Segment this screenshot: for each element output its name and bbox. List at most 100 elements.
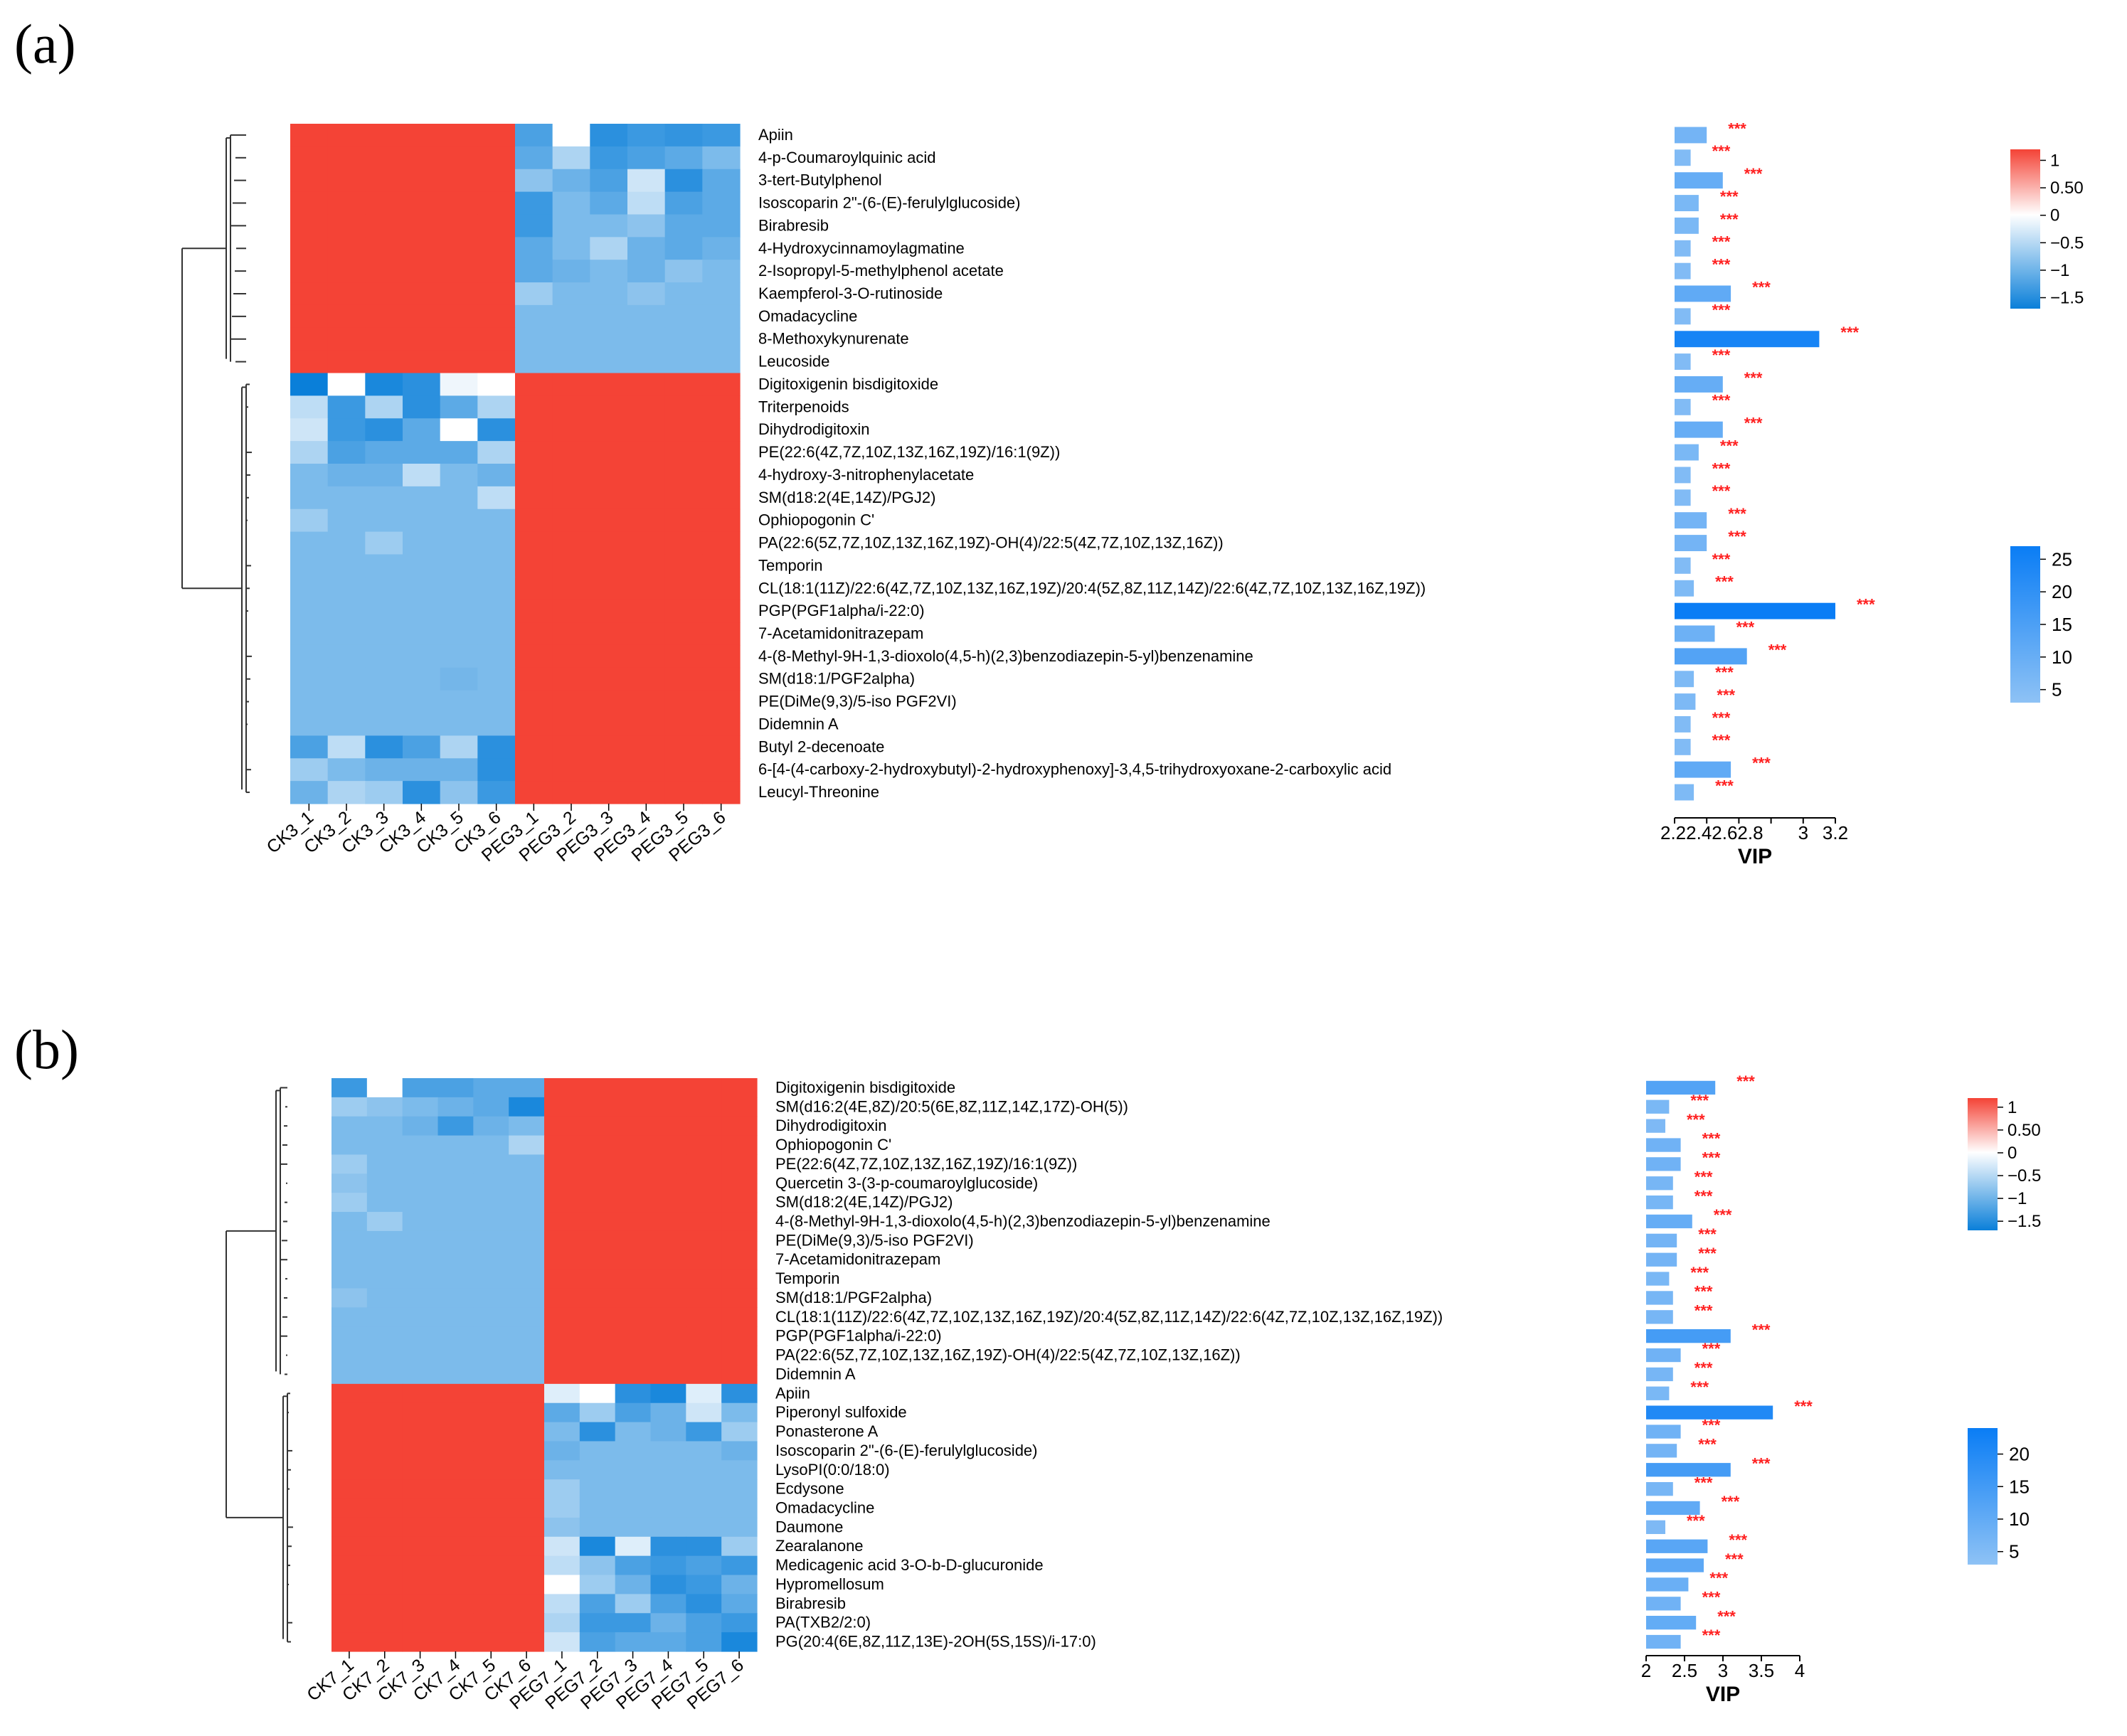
heatmap-cell: [403, 350, 441, 374]
heatmap-cell: [366, 1135, 403, 1156]
heatmap-cell: [331, 1154, 368, 1174]
heatmap-cell: [579, 1212, 616, 1232]
metabolite-label: 4-p-Coumaroylquinic acid: [758, 149, 935, 166]
heatmap-cell: [686, 1078, 722, 1098]
heatmap-cell: [403, 214, 441, 238]
vip-bars: [1675, 127, 1835, 801]
heatmap-cell: [650, 1269, 686, 1289]
heatmap-cell: [403, 418, 441, 442]
heatmap-cell: [579, 1536, 616, 1557]
heatmap-cell: [615, 1422, 652, 1442]
heatmap-cell: [366, 1575, 403, 1594]
heatmap-cell: [721, 1097, 758, 1117]
heatmap-cell: [509, 1097, 545, 1117]
heatmap-cell: [686, 1402, 722, 1423]
vip-bar: [1675, 557, 1691, 574]
heatmap-cell: [579, 1498, 616, 1518]
heatmap-cell: [402, 1460, 439, 1480]
heatmap-cell: [590, 713, 628, 736]
heatmap-cell: [327, 124, 366, 147]
heatmap-cell: [366, 1173, 403, 1193]
metabolite-label: Triterpenoids: [758, 398, 849, 415]
heatmap-cell: [686, 1250, 722, 1270]
significance-mark: ***: [1694, 1359, 1713, 1377]
heatmap-cell: [402, 1422, 439, 1442]
heatmap-cell: [552, 667, 590, 691]
heatmap-cell: [440, 191, 478, 215]
metabolite-label: Butyl 2-decenoate: [758, 737, 884, 755]
heatmap-cell: [437, 1212, 474, 1232]
heatmap-cell: [477, 214, 516, 238]
heatmap-cell: [702, 622, 741, 646]
heatmap-cell: [509, 1383, 545, 1404]
heatmap-cell: [686, 1422, 722, 1442]
heatmap-cell: [290, 260, 329, 283]
heatmap-cell: [702, 304, 741, 329]
vip-bar: [1675, 172, 1723, 189]
heatmap-cell: [509, 1613, 545, 1633]
significance-mark: ***: [1715, 664, 1734, 681]
heatmap-cell: [615, 1116, 652, 1136]
heatmap-cell: [473, 1555, 509, 1576]
vip-axis-tick-label: 2: [1641, 1660, 1651, 1681]
row-dendrogram: [181, 134, 252, 794]
heatmap-cell: [552, 644, 590, 669]
heatmap-cell: [590, 260, 628, 283]
heatmap-cell: [615, 1613, 652, 1633]
heatmap-cell: [702, 124, 741, 147]
heat-colorbar-label: −0.5: [2007, 1166, 2041, 1186]
significance-mark: ***: [1714, 1206, 1732, 1224]
heatmap-cell: [290, 600, 329, 623]
heatmap-cell: [579, 1575, 616, 1594]
vip-bar: [1646, 1558, 1704, 1572]
heatmap-cell: [473, 1078, 509, 1098]
heatmap-cell: [579, 1288, 616, 1308]
heatmap-cell: [650, 1383, 686, 1404]
heatmap-cell: [509, 1517, 545, 1538]
heatmap-cell: [327, 373, 366, 396]
panel-a: (a) Apiin 4-p-Coumaroylquinic acid 3-tert-B…: [14, 13, 2084, 868]
heatmap-cell: [366, 1536, 403, 1557]
heatmap-cell: [402, 1212, 439, 1232]
heatmap-cell: [544, 1078, 580, 1098]
heatmap-cell: [664, 282, 703, 306]
heatmap-cell: [664, 622, 703, 646]
heatmap-cell: [552, 486, 590, 510]
significance-mark: ***: [1687, 1512, 1705, 1530]
heatmap-cell: [365, 577, 403, 600]
vip-axis-tick-label: 3.5: [1749, 1660, 1774, 1681]
heatmap-cell: [721, 1193, 758, 1213]
heatmap-cell: [721, 1154, 758, 1174]
heatmap-cell: [402, 1078, 439, 1098]
heatmap-cell: [473, 1135, 509, 1156]
heatmap-cell: [477, 304, 516, 329]
heatmap-cell: [440, 304, 478, 329]
heatmap-cell: [650, 1632, 686, 1652]
heatmap-cell: [702, 350, 741, 374]
heat-colorbar-label: 0: [2050, 206, 2059, 225]
vip-axis-tick-label: 3: [1718, 1660, 1728, 1681]
heatmap-cell: [402, 1402, 439, 1423]
heatmap-cell: [437, 1230, 474, 1251]
significance-mark: ***: [1712, 301, 1731, 319]
heatmap-cell: [440, 554, 478, 577]
metabolite-label: 6-[4-(4-carboxy-2-hydroxybutyl)-2-hydrox…: [758, 760, 1391, 778]
heat-colorbar-label: −1: [2007, 1189, 2027, 1208]
heatmap-cell: [686, 1097, 722, 1117]
metabolite-label: PA(22:6(5Z,7Z,10Z,13Z,16Z,19Z)-OH(4)/22:…: [758, 534, 1224, 552]
heatmap-cell: [365, 350, 403, 374]
heatmap-cell: [440, 418, 478, 442]
heatmap-cell: [721, 1441, 758, 1461]
heatmap-cell: [544, 1536, 580, 1557]
heatmap-cell: [331, 1116, 368, 1136]
heatmap-cell: [664, 531, 703, 555]
metabolite-label: Ophiopogonin C': [758, 511, 874, 529]
significance-mark: ***: [1744, 369, 1763, 387]
heatmap-cell: [440, 146, 478, 170]
heatmap-cell: [590, 781, 628, 804]
heatmap-cell: [366, 1116, 403, 1136]
heatmap-cell: [473, 1346, 509, 1365]
vip-bar: [1675, 217, 1699, 234]
heatmap-cell: [515, 169, 553, 193]
heatmap-cell: [327, 758, 366, 782]
